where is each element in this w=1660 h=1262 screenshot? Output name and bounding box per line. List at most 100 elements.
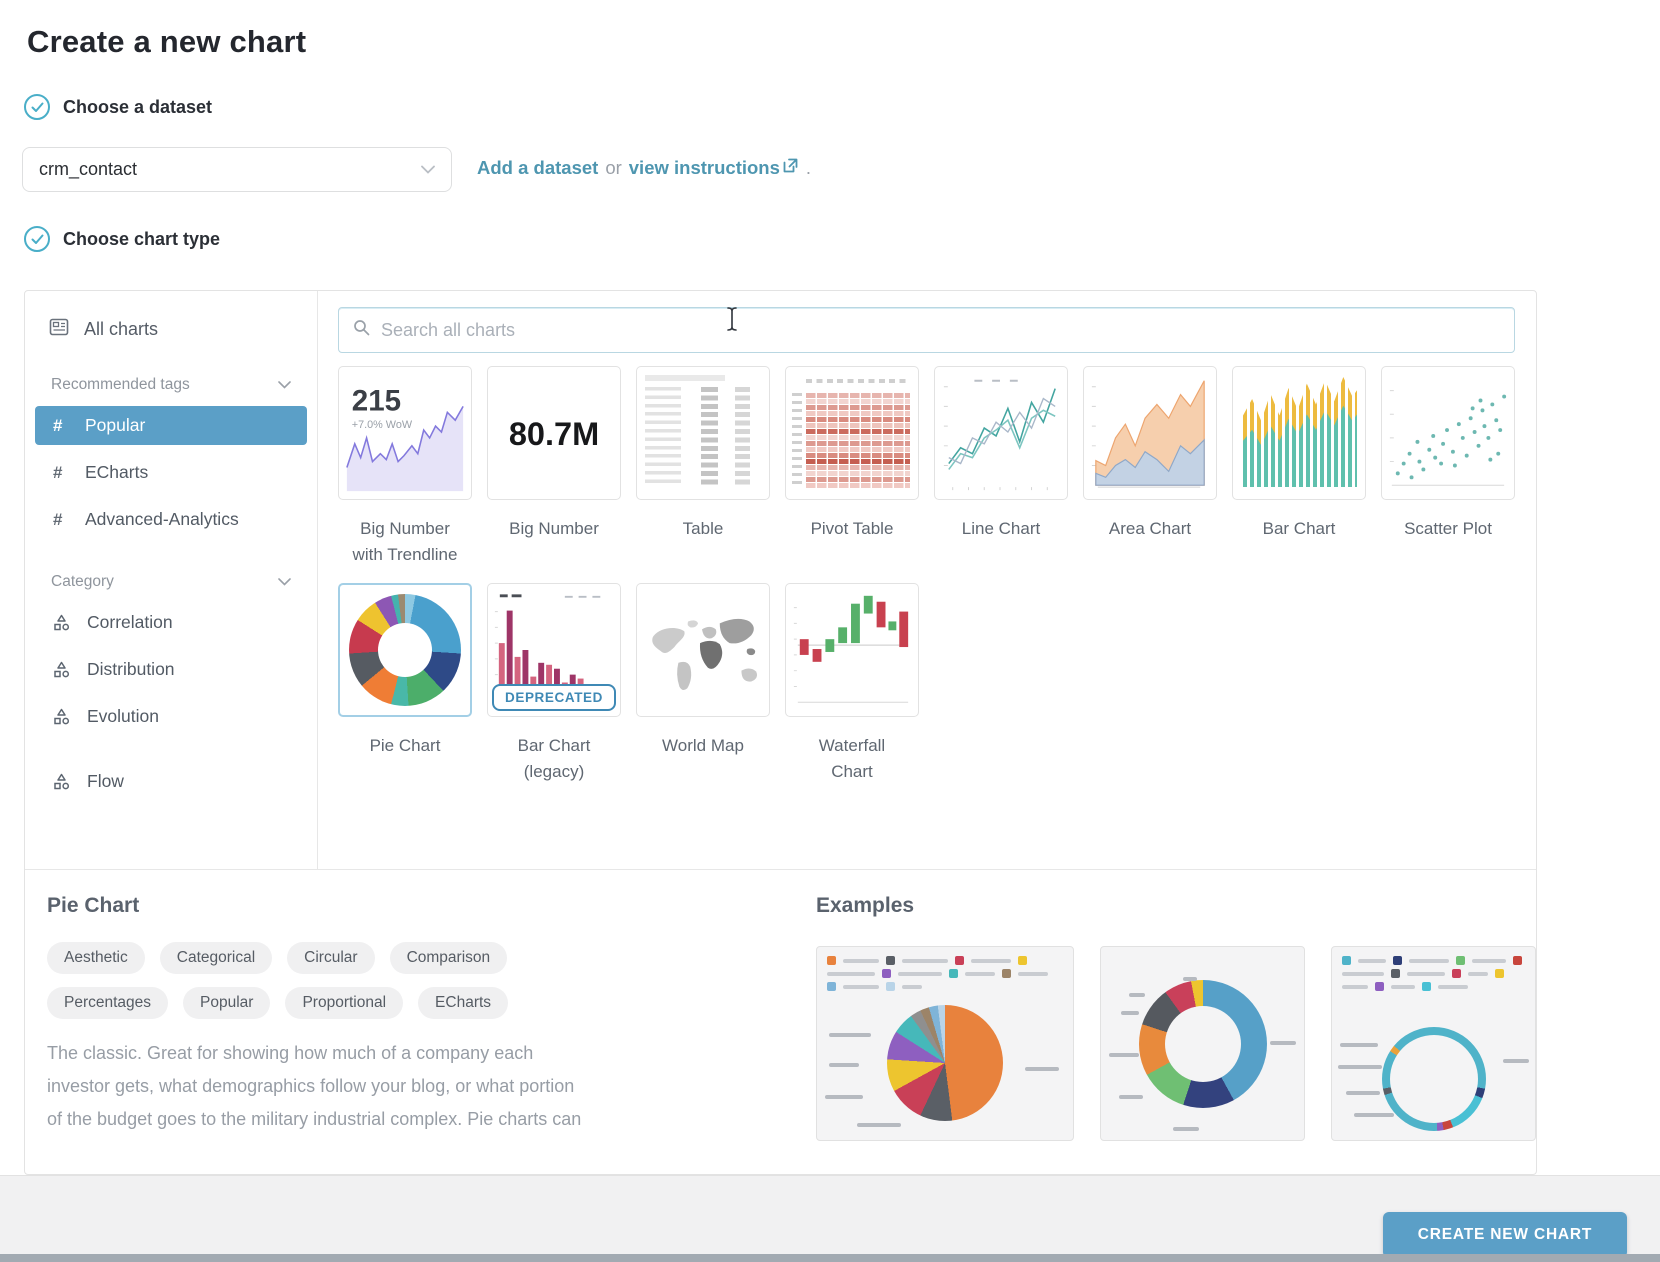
check-circle-icon — [24, 226, 50, 252]
search-icon — [353, 319, 370, 341]
sidebar-item-distribution[interactable]: Distribution — [35, 650, 307, 689]
create-new-chart-button[interactable]: CREATE NEW CHART — [1383, 1212, 1627, 1258]
search-input[interactable] — [381, 319, 1500, 341]
chart-card-label: Line Chart — [961, 519, 1041, 538]
category-icon — [53, 708, 70, 725]
text-cursor — [724, 306, 740, 337]
view-instructions-link[interactable]: view instructions — [629, 157, 799, 179]
tag-pill: Categorical — [159, 942, 273, 974]
chart-search — [338, 307, 1515, 353]
chart-card-big-number[interactable]: 80.7M Big Number — [487, 366, 621, 568]
chart-card-area-chart[interactable]: Area Chart — [1083, 366, 1217, 568]
chart-thumb[interactable] — [785, 366, 919, 500]
chart-thumb[interactable]: 80.7M — [487, 366, 621, 500]
sidebar-item-flow[interactable]: Flow — [35, 762, 307, 801]
chart-card-label: Bar Chart — [1262, 519, 1336, 538]
tag-pill: Comparison — [389, 942, 508, 974]
add-dataset-link[interactable]: Add a dataset — [477, 157, 599, 178]
chart-type-sidebar: All charts Recommended tags # Popular # … — [25, 291, 318, 869]
chart-thumb[interactable] — [636, 366, 770, 500]
chevron-down-icon — [278, 573, 291, 591]
chart-card-label: Pie Chart — [369, 736, 441, 755]
example-pie-3 — [1331, 946, 1536, 1141]
chart-thumb[interactable]: DEPRECATED — [487, 583, 621, 717]
chart-card-pie-chart[interactable]: Pie Chart — [338, 583, 472, 785]
tag-pill: Aesthetic — [47, 942, 145, 974]
dataset-select-value: crm_contact — [39, 159, 138, 179]
all-charts-label: All charts — [84, 319, 159, 339]
hash-icon: # — [53, 509, 63, 529]
dataset-step-header: Choose a dataset — [24, 94, 212, 120]
chart-card-label: Bar Chart (legacy) — [517, 736, 591, 781]
tag-pill: Circular — [287, 942, 375, 974]
chart-card-label: World Map — [662, 736, 744, 755]
gallery-icon — [49, 317, 69, 342]
chart-card-label: Pivot Table — [810, 519, 894, 538]
sidebar-item-correlation[interactable]: Correlation — [35, 603, 307, 642]
chart-card-table[interactable]: Table — [636, 366, 770, 568]
chart-card-label: Big Number — [509, 519, 599, 538]
chart-type-step-header: Choose chart type — [24, 226, 220, 252]
sidebar-item-advanced-analytics[interactable]: # Advanced-Analytics — [53, 509, 239, 529]
or-text: or — [605, 157, 622, 178]
chart-card-line-chart[interactable]: Line Chart — [934, 366, 1068, 568]
details-examples: Examples — [816, 894, 1536, 1174]
chart-card-waterfall-chart[interactable]: Waterfall Chart — [785, 583, 919, 785]
chart-thumb[interactable] — [1381, 366, 1515, 500]
hash-icon: # — [53, 415, 63, 435]
svg-text:215: 215 — [352, 384, 401, 417]
example-pie-2 — [1100, 946, 1305, 1141]
sidebar-item-all-charts[interactable]: All charts — [49, 317, 317, 342]
details-tags: Aesthetic Categorical Circular Compariso… — [47, 942, 587, 1019]
chart-card-bar-chart-legacy[interactable]: DEPRECATED Bar Chart (legacy) — [487, 583, 621, 785]
chevron-down-icon — [421, 161, 435, 179]
chart-card-world-map[interactable]: World Map — [636, 583, 770, 785]
sidebar-item-popular[interactable]: # Popular — [35, 406, 307, 445]
examples-title: Examples — [816, 894, 915, 917]
period-text: . — [805, 157, 812, 178]
recommended-tags-section[interactable]: Recommended tags — [51, 376, 291, 394]
chart-thumb-selected[interactable] — [338, 583, 472, 717]
deprecated-badge: DEPRECATED — [492, 684, 616, 711]
chart-card-big-number-trendline[interactable]: 215 +7.0% WoW Big Number with Trendline — [338, 366, 472, 568]
chart-card-bar-chart[interactable]: Bar Chart — [1232, 366, 1366, 568]
hash-icon: # — [53, 462, 63, 482]
category-icon — [53, 661, 70, 678]
chevron-down-icon — [278, 376, 291, 394]
chart-card-scatter-plot[interactable]: Scatter Plot — [1381, 366, 1515, 568]
tag-pill: Percentages — [47, 987, 169, 1019]
category-section[interactable]: Category — [51, 573, 291, 591]
chart-thumb[interactable] — [636, 583, 770, 717]
dataset-select[interactable]: crm_contact — [22, 147, 452, 192]
chart-thumb[interactable] — [1083, 366, 1217, 500]
chart-card-label: Waterfall Chart — [818, 736, 886, 781]
details-description: The classic. Great for showing how much … — [47, 1043, 582, 1129]
chart-type-panel: All charts Recommended tags # Popular # … — [24, 290, 1537, 1175]
chart-card-label: Big Number with Trendline — [352, 519, 458, 564]
svg-text:+7.0% WoW: +7.0% WoW — [352, 419, 413, 431]
tag-pill: ECharts — [418, 987, 509, 1019]
tag-pill: Proportional — [285, 987, 404, 1019]
chart-thumb[interactable]: 215 +7.0% WoW — [338, 366, 472, 500]
chart-type-step-label: Choose chart type — [63, 228, 221, 249]
page-title: Create a new chart — [27, 24, 307, 59]
sidebar-item-echarts[interactable]: # ECharts — [53, 462, 149, 482]
sidebar-item-evolution[interactable]: Evolution — [35, 697, 307, 736]
svg-text:80.7M: 80.7M — [509, 416, 599, 452]
chart-card-pivot-table[interactable]: Pivot Table — [785, 366, 919, 568]
chart-thumb[interactable] — [785, 583, 919, 717]
dataset-links: Add a dataset or view instructions . — [477, 157, 811, 179]
chart-card-label: Scatter Plot — [1404, 519, 1492, 538]
details-left: Pie Chart Aesthetic Categorical Circular… — [47, 894, 744, 1174]
category-icon — [53, 773, 70, 790]
chart-thumb[interactable] — [1232, 366, 1366, 500]
category-icon — [53, 614, 70, 631]
chart-details: Pie Chart Aesthetic Categorical Circular… — [25, 869, 1536, 1174]
chart-card-label: Area Chart — [1108, 519, 1192, 538]
chart-thumb[interactable] — [934, 366, 1068, 500]
example-pie-1 — [816, 946, 1074, 1141]
bottom-strip — [0, 1254, 1660, 1262]
details-title: Pie Chart — [47, 894, 140, 917]
